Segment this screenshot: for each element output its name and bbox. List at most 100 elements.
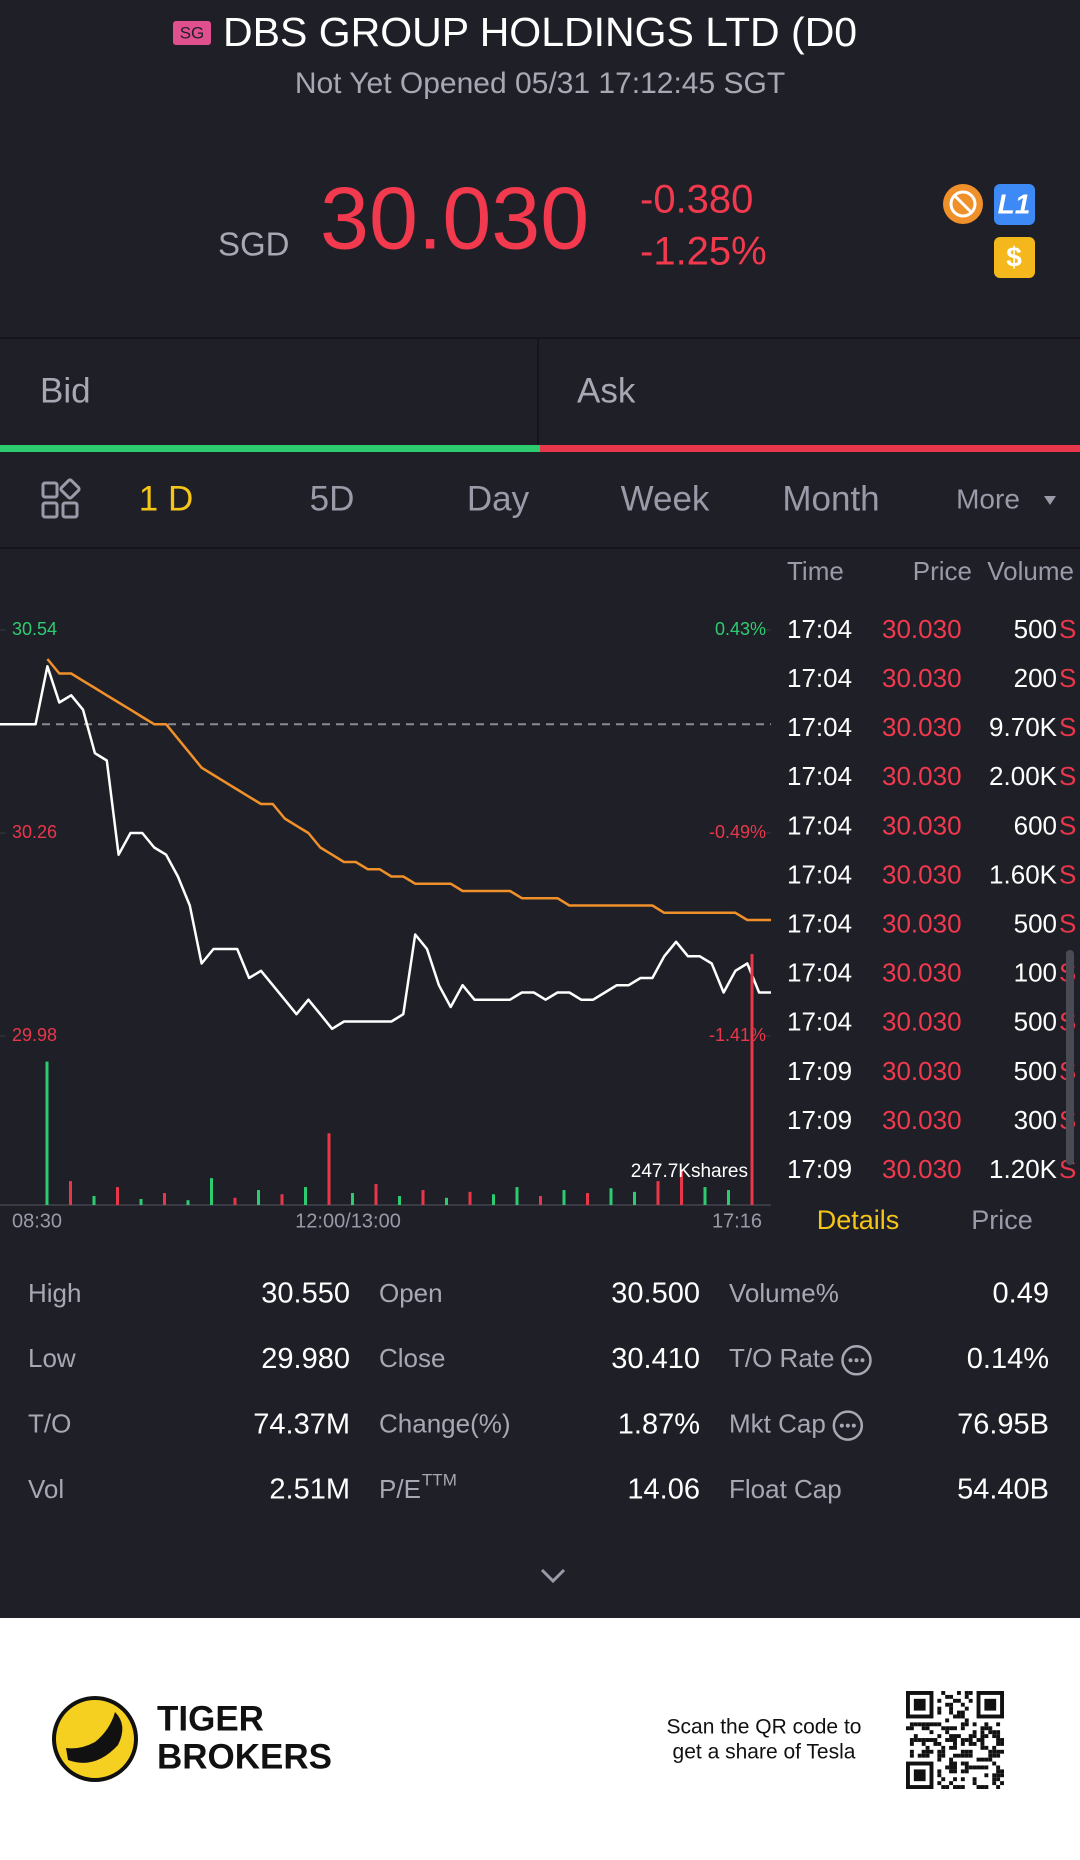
trade-time: 17:04 xyxy=(787,1007,852,1037)
stat-value: 30.550 xyxy=(261,1278,350,1310)
qr-cell xyxy=(945,1730,950,1735)
qr-cell xyxy=(909,1749,914,1754)
qr-cell xyxy=(984,1765,989,1770)
qr-cell xyxy=(972,1722,977,1727)
stat-value: 54.40B xyxy=(957,1474,1049,1506)
ask-label[interactable]: Ask xyxy=(577,371,636,410)
x-tick-label: 08:30 xyxy=(12,1210,62,1232)
qr-cell xyxy=(913,1734,918,1739)
info-icon-dot xyxy=(848,1358,853,1363)
volume-bar xyxy=(116,1187,119,1205)
stat-superscript: TTM xyxy=(422,1470,457,1489)
volume-bar xyxy=(492,1194,495,1205)
qr-cell xyxy=(941,1691,946,1695)
qr-cell xyxy=(921,1726,926,1731)
qr-cell xyxy=(956,1691,961,1695)
qr-cell xyxy=(909,1738,914,1742)
qr-caption-1: Scan the QR code to xyxy=(667,1716,862,1739)
trade-volume: 9.70K xyxy=(989,712,1058,742)
trade-volume: 500 xyxy=(1014,908,1057,938)
qr-cell xyxy=(992,1777,997,1782)
qr-cell xyxy=(941,1749,946,1754)
info-icon[interactable] xyxy=(841,1345,872,1376)
period-tab[interactable]: 5D xyxy=(310,479,355,518)
qr-cell xyxy=(968,1749,973,1754)
period-tab[interactable]: More xyxy=(956,483,1020,514)
qr-cell xyxy=(1000,1738,1004,1742)
trade-side: S xyxy=(1059,859,1076,889)
qr-cell xyxy=(964,1753,969,1758)
qr-cell xyxy=(980,1726,985,1731)
qr-cell xyxy=(988,1757,993,1762)
qr-cell xyxy=(956,1710,961,1715)
qr-cell xyxy=(949,1761,954,1766)
volume-bar xyxy=(257,1190,260,1205)
expand-chevron[interactable] xyxy=(540,1568,566,1584)
qr-caption-2: get a share of Tesla xyxy=(673,1741,856,1764)
qr-cell xyxy=(929,1730,934,1735)
qr-cell xyxy=(956,1698,961,1703)
period-tab[interactable]: Week xyxy=(621,479,710,518)
period-tab[interactable]: Month xyxy=(782,479,879,518)
qr-cell xyxy=(976,1765,981,1770)
trade-time: 17:04 xyxy=(787,712,852,742)
stat-label: Low xyxy=(28,1343,76,1373)
qr-cell xyxy=(992,1761,997,1766)
volume-bar xyxy=(210,1178,213,1205)
y-tick-label: 30.26 xyxy=(12,822,57,842)
trade-volume: 500 xyxy=(1014,1007,1057,1037)
qr-cell xyxy=(925,1722,930,1727)
trade-tab[interactable]: Price xyxy=(971,1205,1033,1235)
qr-cell xyxy=(953,1765,957,1770)
qr-cell xyxy=(992,1749,997,1754)
qr-cell xyxy=(996,1777,1001,1782)
qr-cell xyxy=(956,1714,961,1719)
qr-cell xyxy=(964,1738,969,1742)
qr-cell xyxy=(972,1741,977,1746)
volume-bar xyxy=(445,1197,448,1205)
qr-cell xyxy=(953,1738,957,1742)
volume-bar xyxy=(233,1197,237,1205)
info-icon-dot xyxy=(839,1423,844,1428)
qr-cell xyxy=(960,1726,965,1731)
qr-cell xyxy=(1000,1741,1004,1746)
y-tick-label: 29.98 xyxy=(12,1025,57,1045)
layout-icon[interactable] xyxy=(41,478,81,519)
qr-cell xyxy=(953,1769,957,1774)
trade-header: Time xyxy=(787,556,844,586)
bid-label[interactable]: Bid xyxy=(40,371,91,410)
trade-time: 17:04 xyxy=(787,859,852,889)
stat-value: 2.51M xyxy=(269,1474,350,1506)
volume-bar xyxy=(327,1133,331,1205)
currency-badge[interactable] xyxy=(994,237,1035,278)
level1-badge[interactable] xyxy=(994,184,1035,225)
trade-tab[interactable]: Details xyxy=(817,1205,900,1235)
volume-bar xyxy=(304,1187,307,1205)
ask-bar xyxy=(540,445,1080,452)
qr-cell xyxy=(964,1718,969,1723)
qr-cell xyxy=(992,1773,997,1778)
qr-cell xyxy=(984,1757,989,1762)
trade-price: 30.030 xyxy=(882,712,962,742)
trade-time: 17:04 xyxy=(787,663,852,693)
info-icon[interactable] xyxy=(832,1410,864,1441)
trade-side: S xyxy=(1059,712,1076,742)
scrollbar xyxy=(1066,950,1074,1165)
qr-cell xyxy=(960,1722,965,1727)
qr-cell xyxy=(996,1738,1001,1742)
qr-finder xyxy=(906,1690,934,1719)
qr-cell xyxy=(945,1718,950,1723)
stat-label: Change(%) xyxy=(379,1408,511,1438)
qr-cell xyxy=(972,1765,977,1770)
qr-cell xyxy=(945,1785,950,1789)
trade-volume: 200 xyxy=(1014,663,1057,693)
stat-value: 0.14% xyxy=(967,1343,1049,1375)
qr-cell xyxy=(980,1741,985,1746)
period-tab[interactable]: 1 D xyxy=(139,479,193,518)
price-line xyxy=(0,665,771,1031)
trade-price: 30.030 xyxy=(882,1105,962,1135)
period-tab[interactable]: Day xyxy=(467,479,530,518)
trade-price: 30.030 xyxy=(882,614,962,644)
qr-cell xyxy=(909,1722,914,1727)
qr-cell xyxy=(996,1753,1001,1758)
